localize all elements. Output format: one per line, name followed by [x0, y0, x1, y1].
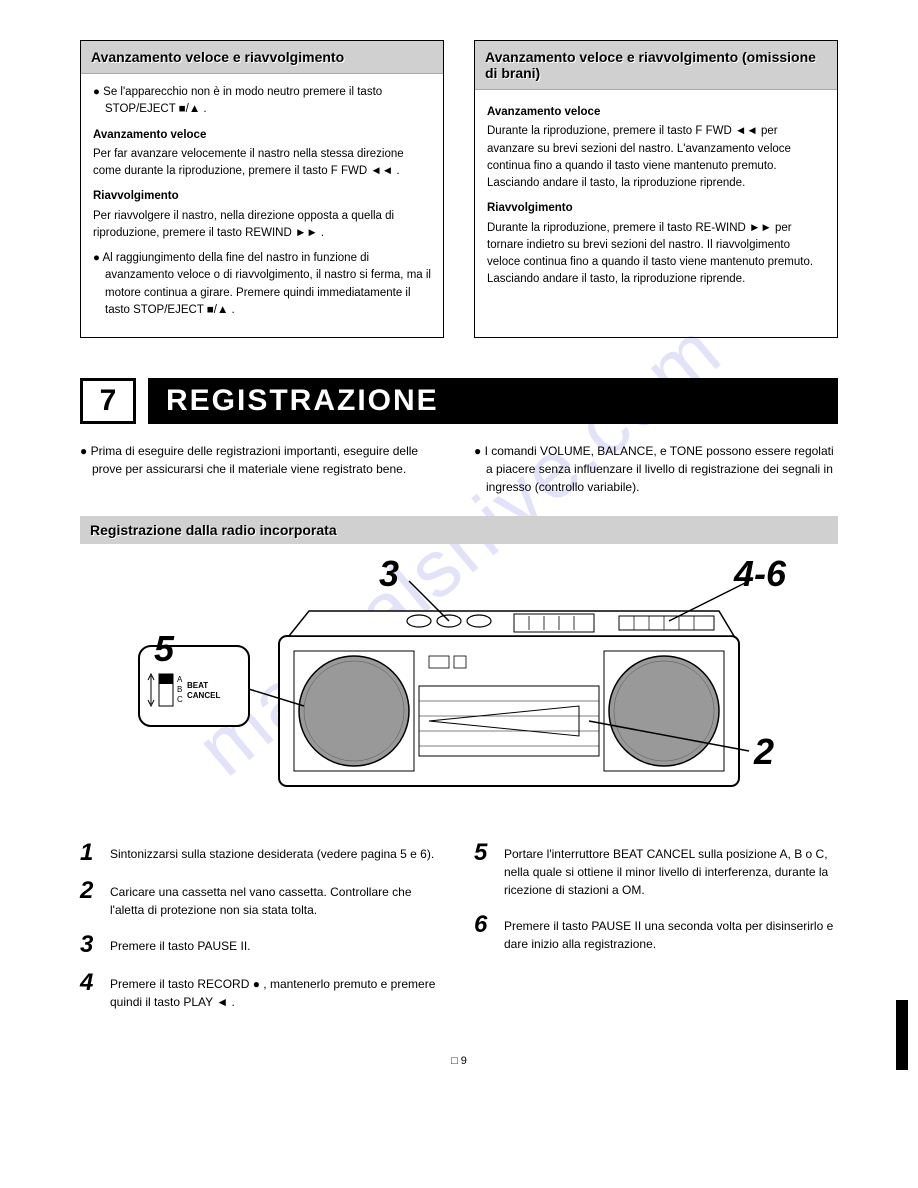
- box-right-sub1: Avanzamento veloce: [487, 104, 825, 121]
- switch-label-b: B: [177, 685, 182, 694]
- diagram-label-2: 2: [753, 731, 774, 772]
- page-marker: □: [451, 1055, 458, 1067]
- page-number-value: 9: [461, 1055, 467, 1067]
- box-left-p3: Per riavvolgere il nastro, nella direzio…: [93, 208, 431, 243]
- box-left-sub1: Avanzamento veloce: [93, 127, 431, 144]
- box-right-header: Avanzamento veloce e riavvolgimento (omi…: [475, 41, 837, 90]
- section-title: REGISTRAZIONE: [148, 378, 838, 424]
- step-5-num: 5: [474, 841, 496, 899]
- diagram-label-5: 5: [154, 628, 175, 669]
- step-1-text: Sintonizzarsi sulla stazione desiderata …: [110, 841, 444, 865]
- step-1: 1 Sintonizzarsi sulla stazione desiderat…: [80, 841, 444, 865]
- box-right-p1: Durante la riproduzione, premere il tast…: [487, 123, 825, 192]
- step-2-num: 2: [80, 879, 102, 919]
- step-5: 5 Portare l'interruttore BEAT CANCEL sul…: [474, 841, 838, 899]
- box-left-p4: Al raggiungimento della fine del nastro …: [93, 250, 431, 319]
- section-number: 7: [80, 378, 136, 424]
- step-1-num: 1: [80, 841, 102, 865]
- steps-left-col: 1 Sintonizzarsi sulla stazione desiderat…: [80, 841, 444, 1025]
- step-6-num: 6: [474, 913, 496, 953]
- steps-row: 1 Sintonizzarsi sulla stazione desiderat…: [80, 841, 838, 1025]
- box-left-body: Se l'apparecchio non è in modo neutro pr…: [81, 74, 443, 337]
- box-right-sub2: Riavvolgimento: [487, 200, 825, 217]
- box-right: Avanzamento veloce e riavvolgimento (omi…: [474, 40, 838, 338]
- step-4: 4 Premere il tasto RECORD ● , mantenerlo…: [80, 971, 444, 1011]
- step-6: 6 Premere il tasto PAUSE II una seconda …: [474, 913, 838, 953]
- switch-label-c: C: [177, 695, 183, 704]
- intro-row: Prima di eseguire delle registrazioni im…: [80, 442, 838, 496]
- switch-label-a: A: [177, 675, 183, 684]
- radio-diagram: A B C BEAT CANCEL 3 4-6 5 2: [80, 556, 838, 816]
- box-left-p1: Se l'apparecchio non è in modo neutro pr…: [93, 84, 431, 119]
- box-left-p2: Per far avanzare velocemente il nastro n…: [93, 146, 431, 181]
- step-4-text: Premere il tasto RECORD ● , mantenerlo p…: [110, 971, 444, 1011]
- step-6-text: Premere il tasto PAUSE II una seconda vo…: [504, 913, 838, 953]
- box-right-p2: Durante la riproduzione, premere il tast…: [487, 220, 825, 289]
- step-3-text: Premere il tasto PAUSE II.: [110, 933, 444, 957]
- step-2: 2 Caricare una cassetta nel vano cassett…: [80, 879, 444, 919]
- step-3-num: 3: [80, 933, 102, 957]
- diagram-label-46: 4-6: [733, 556, 787, 594]
- intro-right: I comandi VOLUME, BALANCE, e TONE posson…: [474, 442, 838, 496]
- switch-text-2: CANCEL: [187, 691, 220, 700]
- step-4-num: 4: [80, 971, 102, 1011]
- info-boxes-row: Avanzamento veloce e riavvolgimento Se l…: [80, 40, 838, 338]
- step-3: 3 Premere il tasto PAUSE II.: [80, 933, 444, 957]
- switch-text-1: BEAT: [187, 681, 208, 690]
- side-tab: [896, 1000, 908, 1070]
- box-right-body: Avanzamento veloce Durante la riproduzio…: [475, 90, 837, 307]
- section-header-row: 7 REGISTRAZIONE: [80, 378, 838, 424]
- step-5-text: Portare l'interruttore BEAT CANCEL sulla…: [504, 841, 838, 899]
- step-2-text: Caricare una cassetta nel vano cassetta.…: [110, 879, 444, 919]
- box-left-header: Avanzamento veloce e riavvolgimento: [81, 41, 443, 74]
- box-left-sub2: Riavvolgimento: [93, 188, 431, 205]
- subsection-header: Registrazione dalla radio incorporata: [80, 516, 838, 544]
- steps-right-col: 5 Portare l'interruttore BEAT CANCEL sul…: [474, 841, 838, 1025]
- page-number: □ 9: [80, 1055, 838, 1067]
- intro-left: Prima di eseguire delle registrazioni im…: [80, 442, 444, 478]
- box-left: Avanzamento veloce e riavvolgimento Se l…: [80, 40, 444, 338]
- diagram-label-3: 3: [379, 556, 399, 594]
